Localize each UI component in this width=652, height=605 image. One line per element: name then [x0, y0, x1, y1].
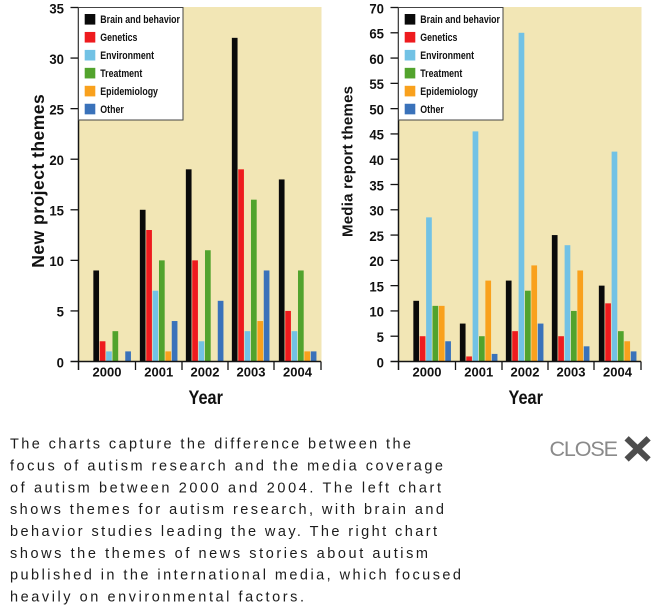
svg-text:45: 45	[369, 127, 384, 142]
svg-text:2001: 2001	[464, 365, 493, 380]
svg-text:2003: 2003	[557, 365, 586, 380]
svg-text:2004: 2004	[603, 365, 633, 380]
svg-text:25: 25	[49, 102, 64, 117]
svg-text:0: 0	[57, 355, 64, 370]
svg-text:CLOSE: CLOSE	[550, 437, 619, 461]
svg-text:Treatment: Treatment	[420, 68, 463, 80]
svg-text:35: 35	[49, 1, 64, 16]
svg-text:30: 30	[49, 52, 64, 67]
svg-text:20: 20	[49, 153, 64, 168]
svg-text:Genetics: Genetics	[420, 32, 458, 44]
svg-text:Media report themes: Media report themes	[340, 86, 357, 237]
svg-text:2002: 2002	[191, 365, 220, 380]
svg-text:2004: 2004	[283, 365, 313, 380]
svg-text:shows themes for autism resear: shows themes for autism research, with b…	[10, 502, 444, 518]
svg-text:heavily on environmental facto: heavily on environmental factors.	[10, 589, 304, 605]
svg-text:35: 35	[369, 178, 384, 193]
svg-text:Environment: Environment	[420, 50, 474, 62]
svg-text:50: 50	[369, 102, 384, 117]
svg-text:10: 10	[49, 254, 64, 269]
svg-text:2000: 2000	[93, 365, 122, 380]
svg-text:20: 20	[369, 254, 384, 269]
svg-text:Other: Other	[420, 104, 444, 116]
svg-text:Brain and behavior: Brain and behavior	[420, 14, 500, 26]
svg-text:15: 15	[49, 203, 64, 218]
svg-text:New project themes: New project themes	[28, 94, 48, 268]
svg-text:5: 5	[377, 330, 385, 345]
svg-text:30: 30	[369, 203, 384, 218]
svg-text:2003: 2003	[237, 365, 266, 380]
svg-text:40: 40	[369, 153, 384, 168]
svg-text:Other: Other	[100, 104, 124, 116]
svg-text:published in the international: published in the international media, wh…	[10, 568, 461, 584]
svg-text:focus of autism research and t: focus of autism research and the media c…	[10, 459, 443, 475]
svg-text:60: 60	[369, 52, 384, 67]
svg-text:10: 10	[369, 304, 384, 319]
svg-text:2000: 2000	[413, 365, 442, 380]
svg-text:55: 55	[369, 77, 384, 92]
svg-text:Year: Year	[509, 386, 543, 408]
svg-text:Year: Year	[189, 386, 223, 408]
svg-text:65: 65	[369, 26, 384, 41]
svg-text:0: 0	[377, 355, 384, 370]
svg-text:shows the themes of news stori: shows the themes of news stories about a…	[10, 546, 428, 562]
svg-text:Environment: Environment	[100, 50, 154, 62]
svg-text:The charts capture the differe: The charts capture the difference betwee…	[10, 437, 411, 453]
svg-text:Genetics: Genetics	[100, 32, 138, 44]
svg-text:2002: 2002	[511, 365, 540, 380]
svg-text:70: 70	[369, 1, 384, 16]
svg-text:behavior studies leading the w: behavior studies leading the way. The ri…	[10, 524, 437, 540]
svg-text:Brain and behavior: Brain and behavior	[100, 14, 180, 26]
svg-text:Epidemiology: Epidemiology	[100, 86, 158, 98]
svg-text:of autism between 2000 and 200: of autism between 2000 and 2004. The lef…	[10, 480, 441, 496]
svg-text:2001: 2001	[144, 365, 173, 380]
svg-text:5: 5	[57, 304, 65, 319]
svg-text:Treatment: Treatment	[100, 68, 143, 80]
svg-text:15: 15	[369, 279, 384, 294]
svg-text:25: 25	[369, 229, 384, 244]
svg-text:Epidemiology: Epidemiology	[420, 86, 478, 98]
